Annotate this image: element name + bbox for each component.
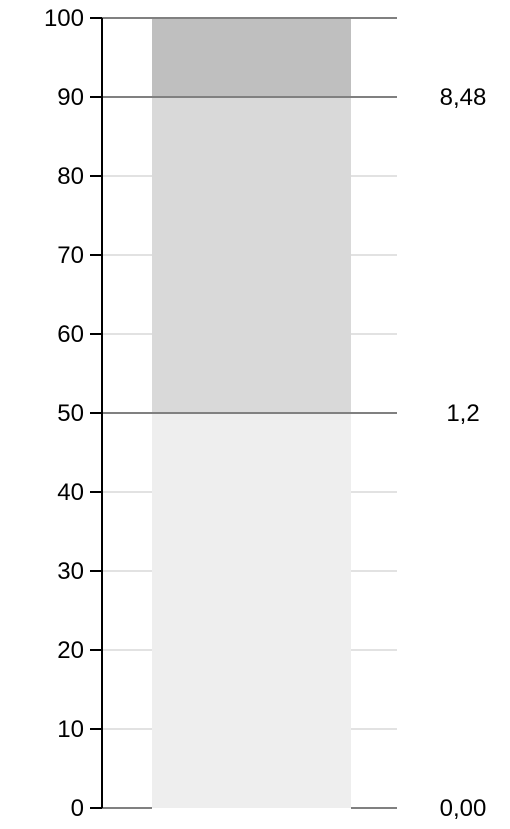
- side-labels: 0,00 1,2 8,48: [440, 84, 487, 822]
- band-segment-2: [152, 18, 351, 97]
- y-tick-label-10: 100: [44, 5, 84, 32]
- y-tick-label-6: 60: [57, 321, 84, 348]
- y-tick-label-3: 30: [57, 558, 84, 585]
- y-tick-label-1: 10: [57, 716, 84, 743]
- y-tick-label-2: 20: [57, 637, 84, 664]
- y-tick-label-4: 40: [57, 479, 84, 506]
- y-tick-label-0: 0: [71, 795, 84, 822]
- band-segment-0: [152, 413, 351, 808]
- y-tick-label-9: 90: [57, 84, 84, 111]
- side-label-0: 0,00: [440, 795, 487, 822]
- side-label-2: 8,48: [440, 84, 487, 111]
- grid-lines: [102, 175, 397, 730]
- band-segments: [152, 18, 351, 808]
- band-segment-1: [152, 97, 351, 413]
- y-tick-label-8: 80: [57, 163, 84, 190]
- y-tick-label-7: 70: [57, 242, 84, 269]
- y-tick-labels: 0 10 20 30 40 50 60 70 80 90 100: [44, 5, 102, 822]
- side-label-1: 1,2: [446, 400, 479, 427]
- y-tick-label-5: 50: [57, 400, 84, 427]
- threshold-lines: [102, 17, 397, 809]
